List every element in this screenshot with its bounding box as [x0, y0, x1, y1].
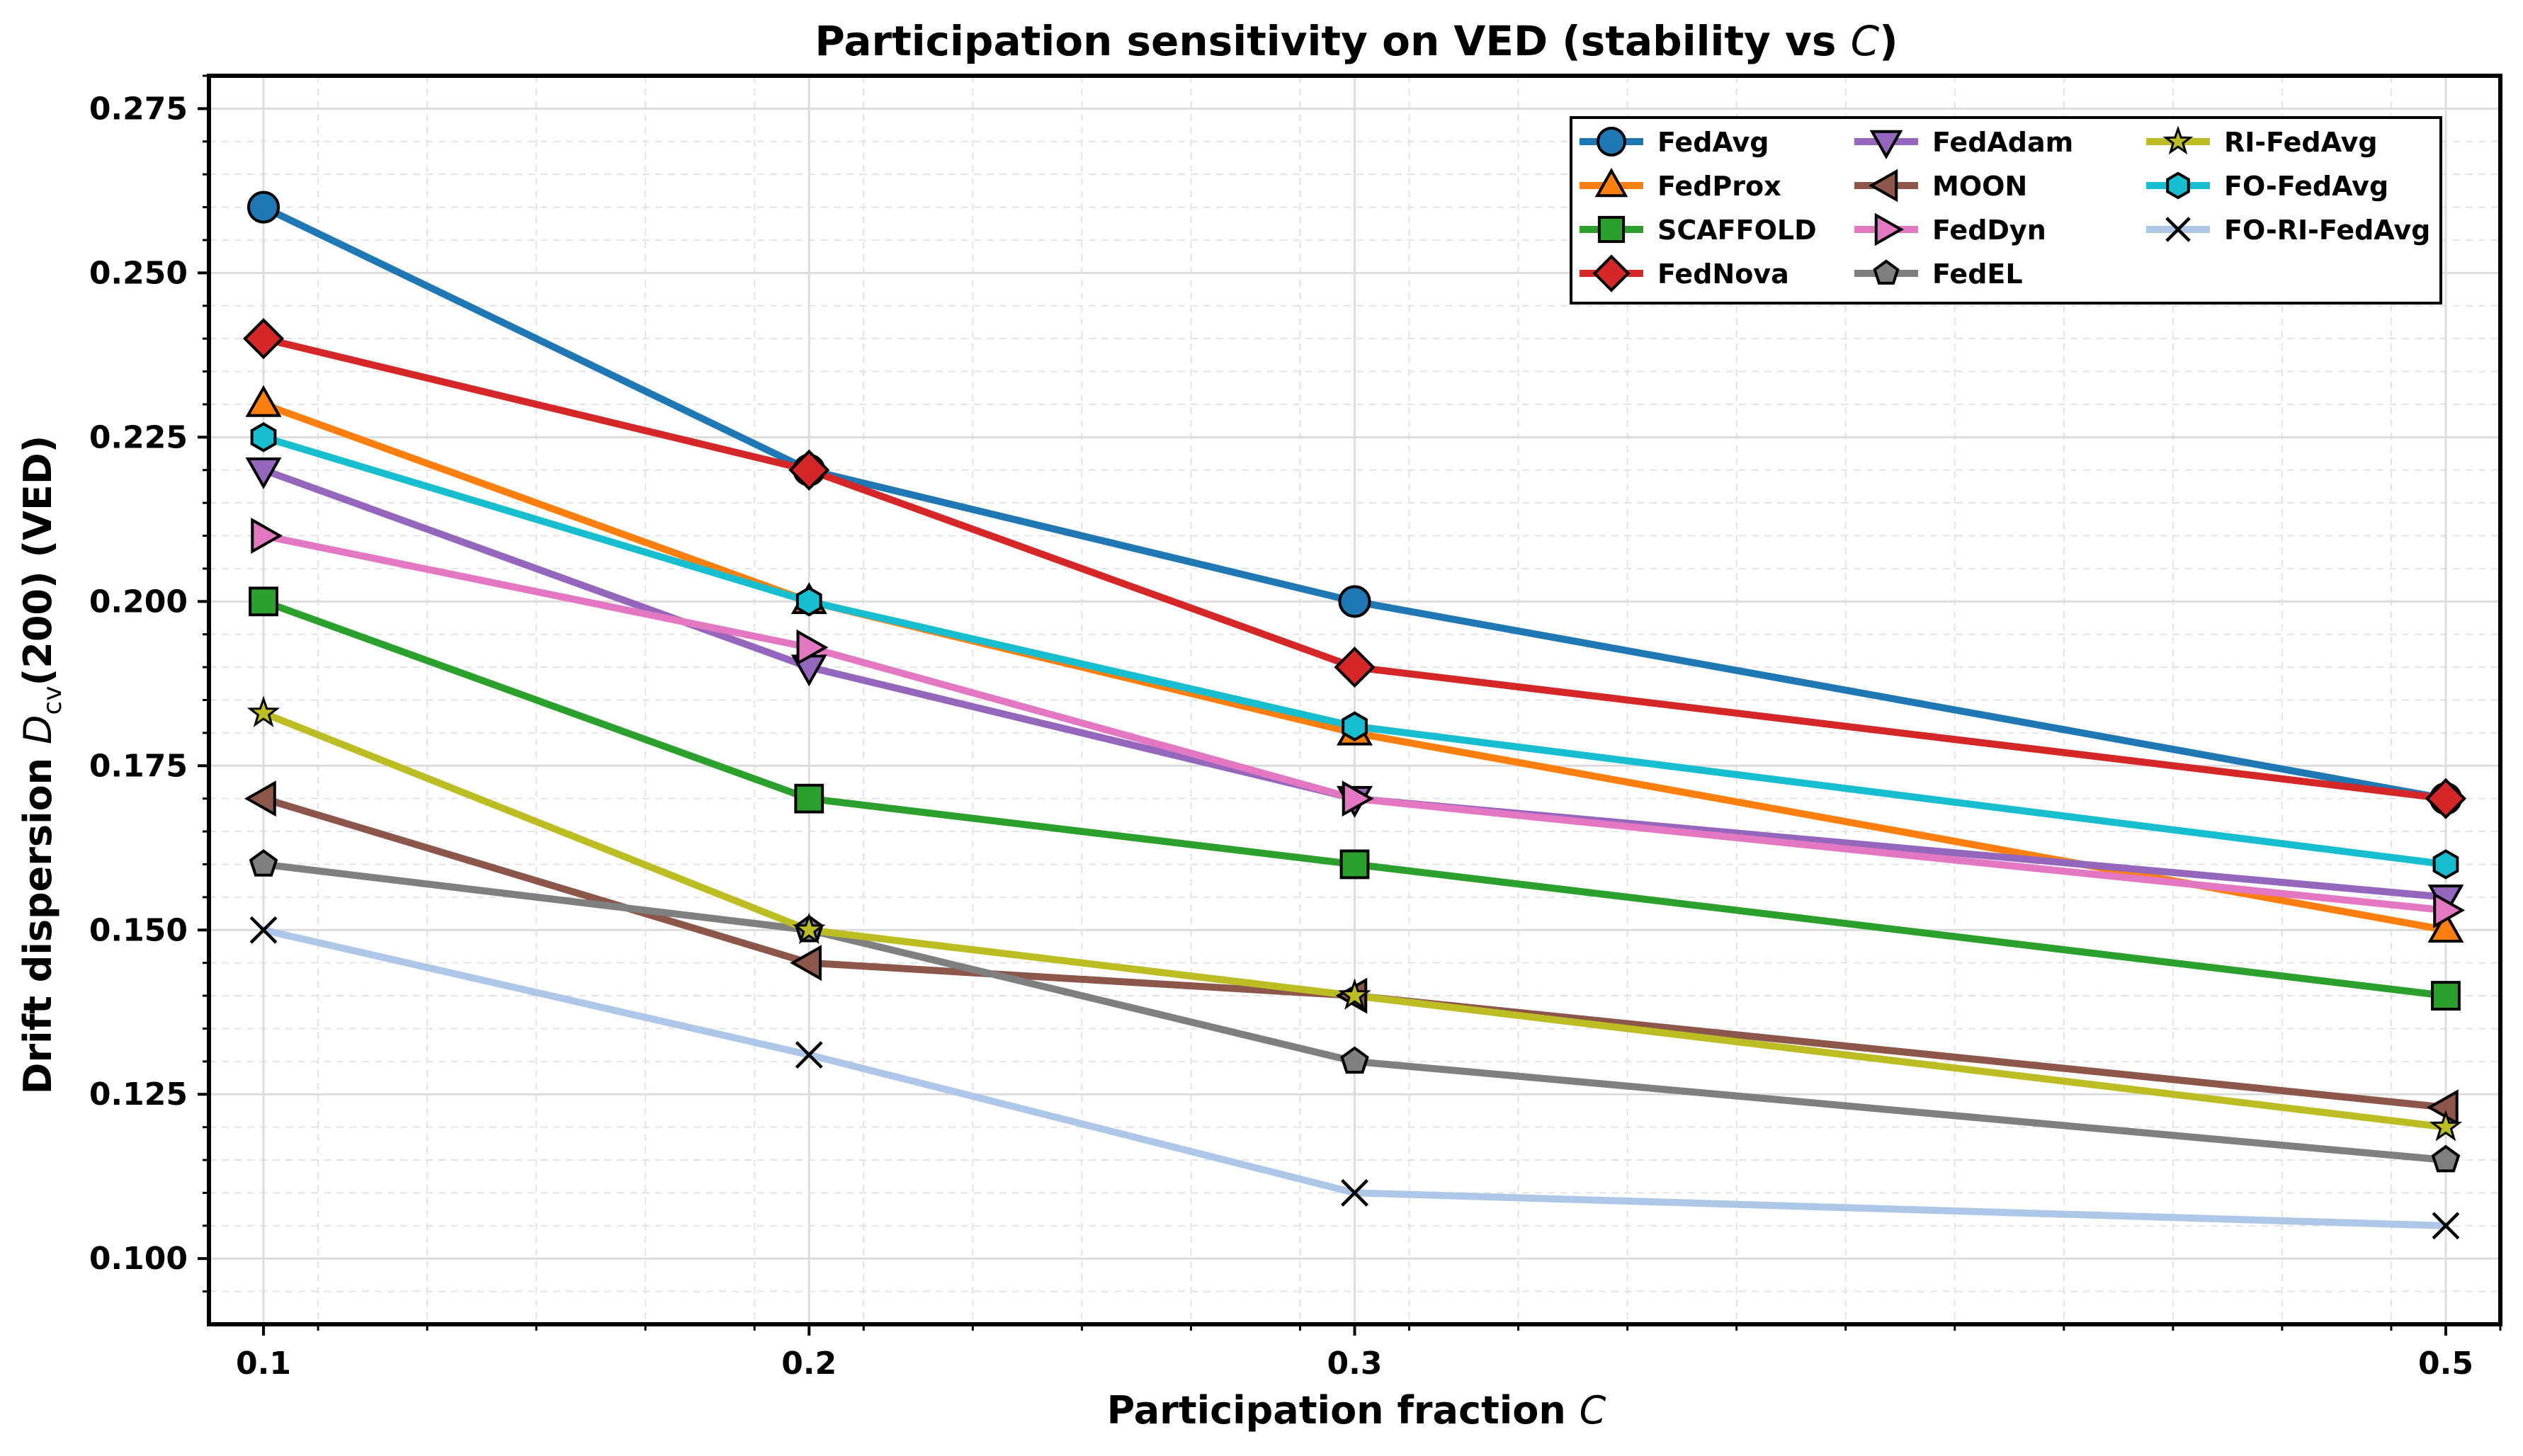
data-point-fedel [1340, 1046, 1369, 1074]
y-axis-label-suffix: (200) (VED) [16, 436, 60, 686]
legend-label-fedprox: FedProx [1657, 171, 1781, 202]
legend-marker-fedel [1873, 259, 1900, 285]
data-point-feddyn [2433, 892, 2466, 928]
legend-marker-fednova [1592, 254, 1631, 292]
data-point-fedel [2431, 1144, 2461, 1173]
legend-label-moon: MOON [1932, 171, 2027, 202]
legend-marker-fedavg [1597, 127, 1626, 157]
data-point-fedprox [2427, 911, 2464, 943]
data-point-fedavg [247, 190, 280, 224]
series-line-feddyn [260, 532, 2449, 914]
y-tick-label: 0.150 [89, 912, 188, 948]
legend-marker-moon [1869, 169, 1898, 203]
x-tick-label: 0.2 [781, 1346, 837, 1382]
series-line-fedavg [260, 203, 2449, 802]
y-tick-label: 0.200 [89, 584, 188, 620]
data-point-scaffold [249, 586, 278, 617]
y-tick-label: 0.175 [89, 748, 188, 784]
data-point-scaffold [2431, 981, 2461, 1011]
legend-marker-scaffold [1597, 215, 1626, 244]
data-point-fo-fedavg [2432, 849, 2459, 880]
series-line-fo-ri-fedavg [260, 926, 2449, 1229]
x-tick-label: 0.5 [2418, 1346, 2473, 1382]
legend-marker-fo-fedavg [2166, 171, 2190, 200]
axis-tick-labels: 0.100 0.125 0.150 0.175 0.200 0.225 0.250 0.275… [89, 91, 2473, 1382]
chart-title: Participation sensitivity on VED (stabil… [815, 17, 1898, 65]
data-point-fednova [788, 449, 830, 491]
data-point-fo-fedavg [1342, 711, 1368, 741]
data-point-ri-fedavg [792, 912, 826, 945]
data-point-fedel [249, 849, 278, 877]
data-point-ri-fedavg [246, 695, 280, 727]
data-point-fednova [2425, 778, 2467, 819]
data-point-moon [244, 780, 276, 817]
y-axis-label-symbol: D [16, 715, 60, 744]
legend-label-fednova: FedNova [1657, 258, 1789, 290]
legend-box [1570, 116, 2442, 305]
series-line-ri-fedavg [260, 710, 2449, 1131]
legend: FedAvg FedProx SCAFFOLD FedNova FedAdam MOON F… [1570, 116, 2442, 305]
data-point-fedadam [245, 457, 282, 489]
data-point-ri-fedavg [2429, 1110, 2463, 1142]
data-point-fo-fedavg [250, 422, 277, 453]
data-point-fedavg [1338, 585, 1371, 618]
legend-label-fedel: FedEL [1932, 258, 2023, 290]
series-markers [242, 190, 2467, 1240]
data-point-fo-fedavg [795, 586, 822, 617]
data-point-scaffold [794, 783, 824, 814]
legend-marker-fedadam [1869, 130, 1903, 159]
x-tick-label: 0.1 [236, 1346, 291, 1382]
data-point-moon [790, 945, 822, 982]
y-tick-label: 0.125 [89, 1076, 188, 1113]
series-lines [260, 203, 2449, 1229]
y-axis-label-text: Drift dispersion [16, 744, 60, 1094]
x-axis-label: Participation fraction C [1107, 1388, 1606, 1433]
y-axis-label: Drift dispersion Dcv(200) (VED) [16, 436, 67, 1095]
series-line-fedadam [260, 466, 2449, 901]
y-tick-label: 0.100 [89, 1241, 188, 1277]
series-line-fo-fedavg [260, 433, 2449, 868]
data-point-fo-ri-fedavg [2432, 1212, 2460, 1240]
data-point-fednova [242, 318, 285, 360]
y-axis-label-subscript: cv [38, 686, 67, 715]
data-point-fednova [1334, 647, 1376, 688]
legend-marker-feddyn [1874, 212, 1904, 246]
data-point-fo-ri-fedavg [795, 1041, 823, 1069]
series-line-fedel [260, 860, 2449, 1164]
legend-marker-ri-fedavg [2162, 125, 2194, 155]
data-point-feddyn [796, 629, 829, 666]
legend-label-fedadam: FedAdam [1932, 127, 2073, 158]
series-line-scaffold [260, 598, 2449, 1000]
x-axis-label-variable: C [1580, 1388, 1606, 1433]
y-tick-label: 0.275 [89, 91, 188, 127]
title-variable: C [1851, 17, 1880, 65]
data-point-ri-fedavg [1338, 978, 1371, 1010]
x-tick-label: 0.3 [1327, 1346, 1383, 1382]
legend-label-fedavg: FedAvg [1657, 127, 1769, 158]
data-point-moon [2426, 1089, 2459, 1126]
data-point-fo-ri-fedavg [1341, 1178, 1368, 1207]
data-point-fo-ri-fedavg [249, 916, 278, 944]
title-end: ) [1879, 17, 1898, 65]
y-tick-label: 0.250 [89, 255, 188, 291]
legend-marker-fedprox [1594, 168, 1628, 198]
series-line-moon [260, 795, 2449, 1111]
data-point-scaffold [1339, 849, 1370, 880]
data-point-feddyn [251, 518, 283, 554]
legend-label-ri-fedavg: RI-FedAvg [2224, 127, 2378, 158]
series-line-fednova [260, 335, 2449, 802]
legend-label-fo-fedavg: FO-FedAvg [2224, 171, 2388, 202]
legend-label-feddyn: FedDyn [1932, 215, 2046, 246]
y-tick-label: 0.225 [89, 419, 188, 455]
axis-ticks [198, 74, 2502, 1336]
legend-marker-fo-ri-fedavg [2165, 217, 2191, 242]
data-point-fedprox [245, 385, 282, 417]
title-text: Participation sensitivity on VED (stabil… [815, 17, 1850, 65]
x-axis-label-text: Participation fraction [1107, 1388, 1580, 1433]
data-point-feddyn [1342, 780, 1374, 817]
legend-label-scaffold: SCAFFOLD [1657, 215, 1817, 246]
legend-label-fo-ri-fedavg: FO-RI-FedAvg [2224, 215, 2430, 246]
